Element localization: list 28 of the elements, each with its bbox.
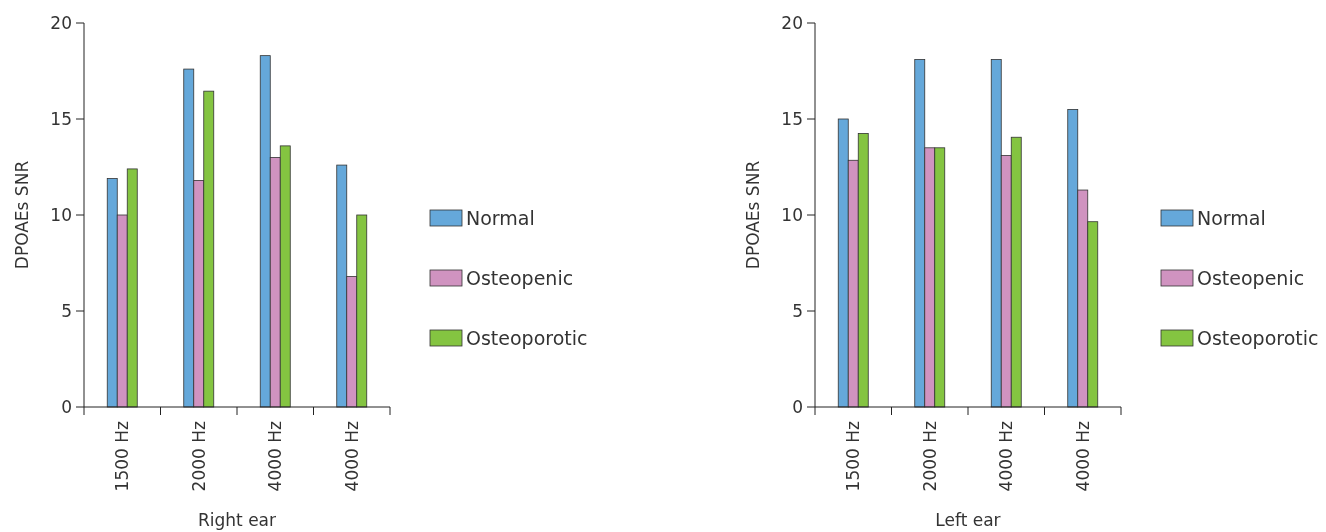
y-tick-label: 0 — [61, 396, 72, 417]
x-axis-title: Right ear — [197, 510, 277, 530]
y-tick-label: 5 — [61, 300, 72, 321]
x-tick-label: 4000 Hz — [1072, 420, 1093, 492]
x-tick-label: 1500 Hz — [843, 420, 864, 492]
y-tick-label: 20 — [781, 12, 803, 33]
legend-label: Osteopenic — [1197, 266, 1305, 289]
y-tick-label: 15 — [50, 108, 72, 129]
legend-label: Osteoporotic — [466, 326, 588, 349]
x-tick-label: 4000 Hz — [341, 420, 362, 492]
legend-label: Normal — [466, 206, 535, 229]
x-tick-label: 2000 Hz — [188, 420, 209, 492]
y-tick-label: 0 — [792, 396, 803, 417]
x-tick-label: 1500 Hz — [112, 420, 133, 492]
legend-label: Normal — [1197, 206, 1266, 229]
x-tick-label: 4000 Hz — [265, 420, 286, 492]
y-axis-title: DPOAEs SNR — [12, 160, 32, 270]
y-tick-label: 5 — [792, 300, 803, 321]
legend-label: Osteoporotic — [1197, 326, 1319, 349]
x-axis-title: Left ear — [935, 510, 1001, 530]
x-tick-label: 4000 Hz — [996, 420, 1017, 492]
y-axis-title: DPOAEs SNR — [743, 160, 763, 270]
x-tick-label: 2000 Hz — [919, 420, 940, 492]
y-tick-label: 20 — [50, 12, 72, 33]
legend-label: Osteopenic — [466, 266, 574, 289]
y-tick-label: 10 — [50, 204, 72, 225]
y-tick-label: 10 — [781, 204, 803, 225]
y-tick-label: 15 — [781, 108, 803, 129]
